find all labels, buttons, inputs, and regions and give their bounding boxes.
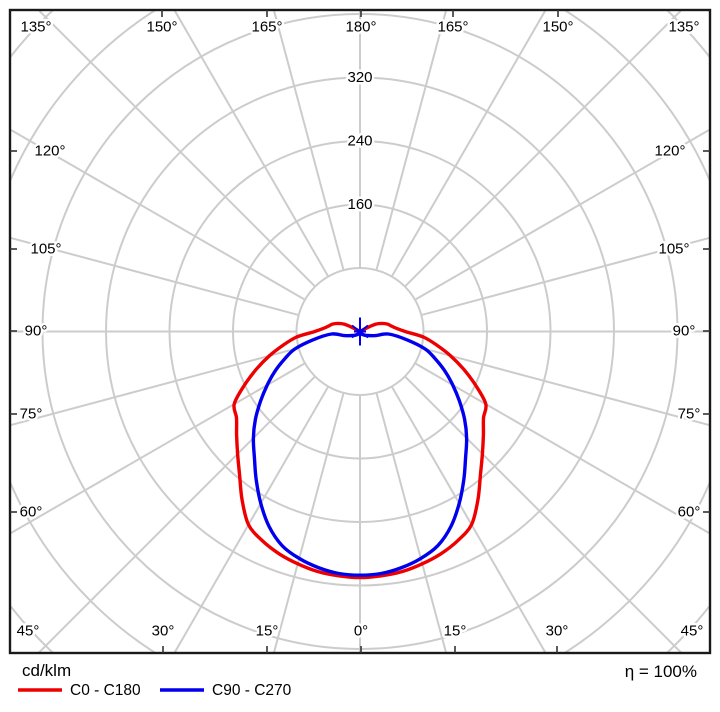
legend-label-c90-c270: C90 - C270 xyxy=(212,682,292,699)
center-star-line xyxy=(351,324,369,339)
angle-label: 60° xyxy=(20,504,43,521)
grid-spoke xyxy=(390,11,547,278)
angle-label: 30° xyxy=(152,623,175,640)
grid-spoke xyxy=(173,385,330,652)
angle-label: 105° xyxy=(30,241,61,258)
angle-label: 120° xyxy=(34,143,65,160)
angle-label: 165° xyxy=(437,19,468,36)
curve-c90-c270 xyxy=(251,329,469,577)
units-label: cd/klm xyxy=(22,661,71,680)
angle-label: 60° xyxy=(678,504,701,521)
grid-spoke xyxy=(38,11,316,288)
curve-c0-c180 xyxy=(232,321,488,580)
grid-spoke xyxy=(414,362,709,535)
grid-spoke xyxy=(414,128,709,301)
angle-label: 15° xyxy=(256,623,279,640)
grid-spoke xyxy=(38,375,316,652)
border-ticks xyxy=(10,10,710,653)
grid-spoke xyxy=(11,236,299,317)
angle-label: 45° xyxy=(17,623,40,640)
angle-label: 135° xyxy=(668,19,699,36)
angle-label: 90° xyxy=(673,323,696,340)
angle-label: 90° xyxy=(25,323,48,340)
angle-label: 0° xyxy=(354,623,368,640)
angle-label: 45° xyxy=(681,623,704,640)
grid-spoke xyxy=(273,11,345,271)
photometric-center-star-icon xyxy=(351,317,369,346)
grid-spoke xyxy=(273,392,345,652)
angle-label: 75° xyxy=(678,406,701,423)
angle-label: 75° xyxy=(20,406,43,423)
angle-label: 150° xyxy=(146,19,177,36)
radial-value-label: 320 xyxy=(347,69,372,86)
efficiency-label: η = 100% xyxy=(625,662,697,681)
angle-label: 105° xyxy=(658,241,689,258)
grid-spoke xyxy=(404,11,682,288)
legend-label-c0-c180: C0 - C180 xyxy=(70,682,141,699)
grid-spoke xyxy=(11,362,306,535)
curves-layer xyxy=(232,321,488,580)
grid-spoke xyxy=(404,375,682,652)
angle-label: 165° xyxy=(251,19,282,36)
angle-label: 135° xyxy=(20,19,51,36)
angle-labels: 160 240 320 135° 150° 165° 180° 165° 150° 135° 45°… xyxy=(14,16,706,642)
grid-spoke xyxy=(390,385,547,652)
angle-label: 180° xyxy=(345,19,376,36)
radial-value-label: 240 xyxy=(347,133,372,150)
grid-spoke xyxy=(11,346,299,427)
grid-spoke xyxy=(421,236,709,317)
angle-label: 30° xyxy=(546,623,569,640)
angle-label: 15° xyxy=(444,623,467,640)
grid-spoke xyxy=(375,11,447,271)
grid-spoke xyxy=(11,128,306,301)
angle-label: 150° xyxy=(542,19,573,36)
grid-spoke xyxy=(421,346,709,427)
grid-spoke xyxy=(173,11,330,278)
radial-value-label: 160 xyxy=(347,196,372,213)
grid-spoke xyxy=(375,392,447,652)
legend: C0 - C180 C90 - C270 xyxy=(18,682,292,699)
angle-label: 120° xyxy=(654,143,685,160)
